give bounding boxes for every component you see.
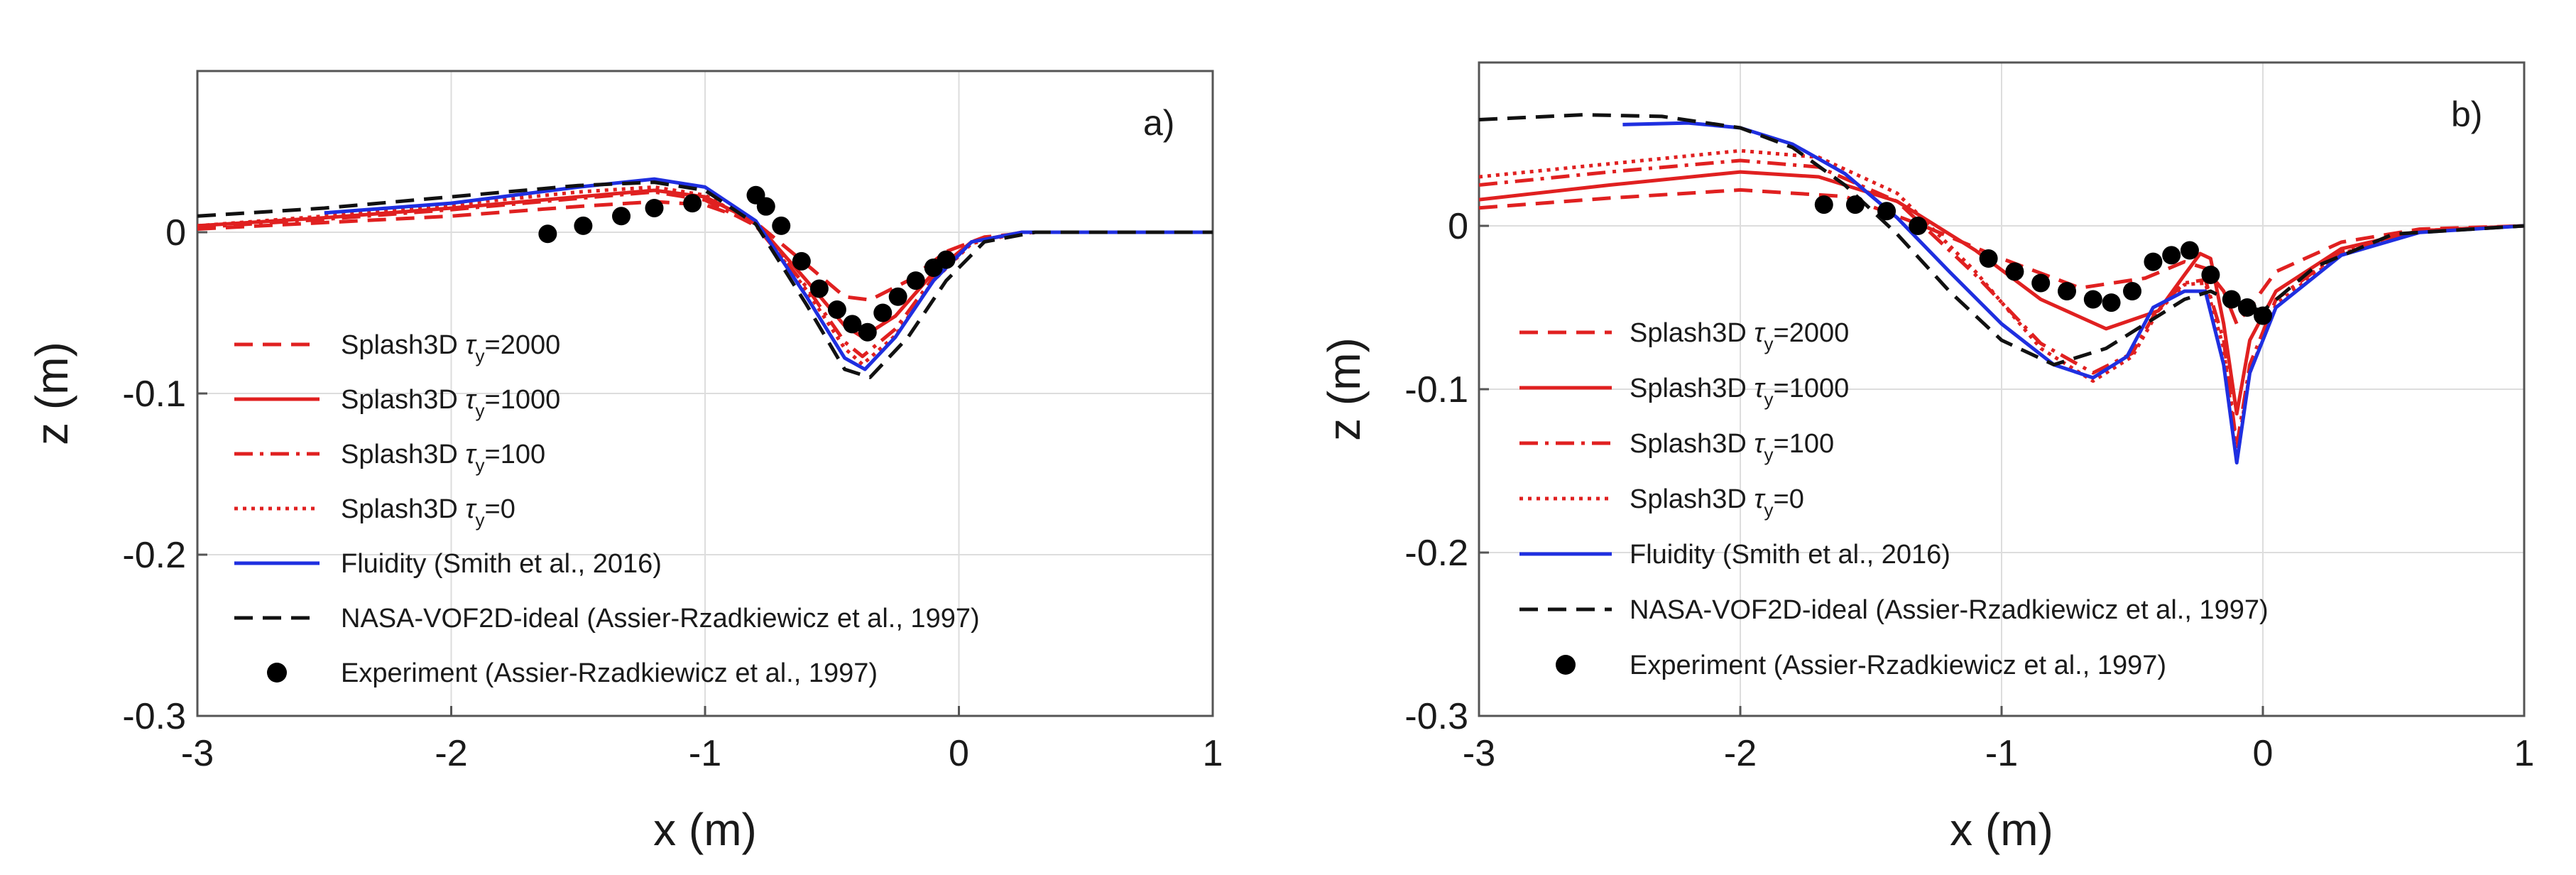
panel-a-experiment-point [612,207,631,226]
panel-b-experiment-point [2102,293,2121,312]
panel-a-experiment-point [809,279,829,298]
panel-b-experiment-point [1979,249,1998,268]
panel-a-y-tick-label: -0.1 [122,374,186,415]
panel-b-y-tick-label: -0.3 [1404,696,1468,737]
panel-a-series-line-4 [324,177,1213,371]
panel-b-experiment-point [1814,195,1833,214]
panel-b-experiment-point [2201,266,2220,284]
panel-b-legend-label: Splash3D τy=0 [1630,484,1804,521]
panel-b-x-tick-label: 0 [2253,733,2274,774]
panel-a-experiment-point [574,216,593,235]
panel-a-series-line-5 [197,180,1213,379]
panel-a-x-tick-label: -3 [181,733,214,774]
panel-b: -3 -2 -1 0 1 -0.3 -0.2 -0.1 0 x (m) z (m) b) Splash3… [1319,61,2535,855]
panel-b-x-axis-label: x (m) [1950,804,2053,855]
panel-a-y-tick-label: -0.3 [122,696,186,737]
panel-b-series-line-0 [1479,188,2524,326]
panel-a-x-tick-label: 1 [1203,733,1223,774]
panel-a-experiment-point [827,300,846,319]
panel-a-legend-label: Splash3D τy=100 [341,440,545,476]
panel-a-experiment-point [645,198,664,217]
panel-b-plot-area [1479,113,2524,464]
panel-a-experiment-point [772,216,791,235]
panel-b-experiment-point [2162,246,2181,265]
panel-a-x-tick-label: -1 [689,733,721,774]
panel-a-legend-label: Fluidity (Smith et al., 2016) [341,549,662,579]
panel-a-experiment-point [538,224,557,244]
panel-a-legend-marker [267,663,287,683]
panel-b-experiment-point [2254,306,2272,325]
panel-b-series-line-4 [1622,121,2524,464]
panel-b-x-tick-label: 1 [2514,733,2535,774]
panel-b-y-tick-label: -0.1 [1404,369,1468,411]
panel-b-experiment-point [1909,217,1928,235]
panel-a-plot-area [197,177,1213,379]
panel-b-experiment-point [2123,282,2141,300]
panel-b-experiment-point [2083,290,2102,309]
panel-b-y-axis-label: z (m) [1319,337,1370,441]
panel-a-legend-label: Splash3D τy=0 [341,494,515,531]
panel-b-legend-marker [1556,655,1576,675]
panel-a-x-tick-label: 0 [949,733,969,774]
panel-b-experiment-point [2180,241,2199,260]
panel-b-legend: Splash3D τy=2000 Splash3D τy=1000 Splash3D… [1519,318,2269,680]
panel-a-experiment-point [888,287,907,306]
panel-b-legend-label: Splash3D τy=2000 [1630,318,1849,354]
panel-b-experiment-point [2222,290,2241,309]
panel-b-experiment-point [2058,282,2076,300]
panel-a-experiment-point [873,303,893,322]
panel-b-x-tick-label: -1 [1985,733,2018,774]
panel-b-panel-label: b) [2451,94,2482,134]
panel-b-experiment-point [1877,202,1896,221]
panel-b-y-tick-label: -0.2 [1404,533,1468,574]
panel-b-experiment-point [2144,252,2163,271]
panel-a-panel-label: a) [1143,103,1174,143]
panel-b-series-line-1 [1479,170,2524,415]
panel-a-y-tick-label: 0 [165,212,186,254]
panel-a-experiment-point [858,322,877,342]
panel-a-y-tick-label: -0.2 [122,535,186,576]
panel-b-legend-label: Experiment (Assier-Rzadkiewicz et al., 1… [1630,651,2166,680]
panel-b-legend-label: NASA-VOF2D-ideal (Assier-Rzadkiewicz et … [1630,595,2269,625]
panel-b-experiment-point [2031,273,2051,293]
panel-b-experiment-point [2005,262,2024,281]
panel-b-legend-label: Fluidity (Smith et al., 2016) [1630,540,1950,570]
panel-b-legend-label: Splash3D τy=1000 [1630,374,1849,410]
panel-b-x-tick-label: -3 [1463,733,1495,774]
panel-b-experiment-point [1845,195,1865,214]
panel-b-y-tick-label: 0 [1448,206,1468,247]
panel-a-experiment-point [756,197,775,216]
panel-a-legend-label: Experiment (Assier-Rzadkiewicz et al., 1… [341,658,878,688]
panel-b-legend-label: Splash3D τy=100 [1630,429,1834,465]
panel-b-x-tick-label: -2 [1724,733,1757,774]
panel-a-experiment-point [937,250,956,269]
panel-a-legend-label: NASA-VOF2D-ideal (Assier-Rzadkiewicz et … [341,604,980,634]
panel-a: -3 -2 -1 0 1 -0.3 -0.2 -0.1 0 x (m) z (m) a) Splash3… [26,70,1223,855]
panel-a-experiment-point [843,315,862,334]
panel-b-experiment-point [2237,298,2256,317]
panel-a-x-axis-label: x (m) [653,804,757,855]
panel-a-experiment-point [683,194,702,213]
panel-a-y-axis-label: z (m) [26,342,77,445]
panel-a-experiment-point [906,271,925,290]
panel-a-x-tick-label: -2 [435,733,467,774]
panel-a-experiment-point [792,251,811,271]
